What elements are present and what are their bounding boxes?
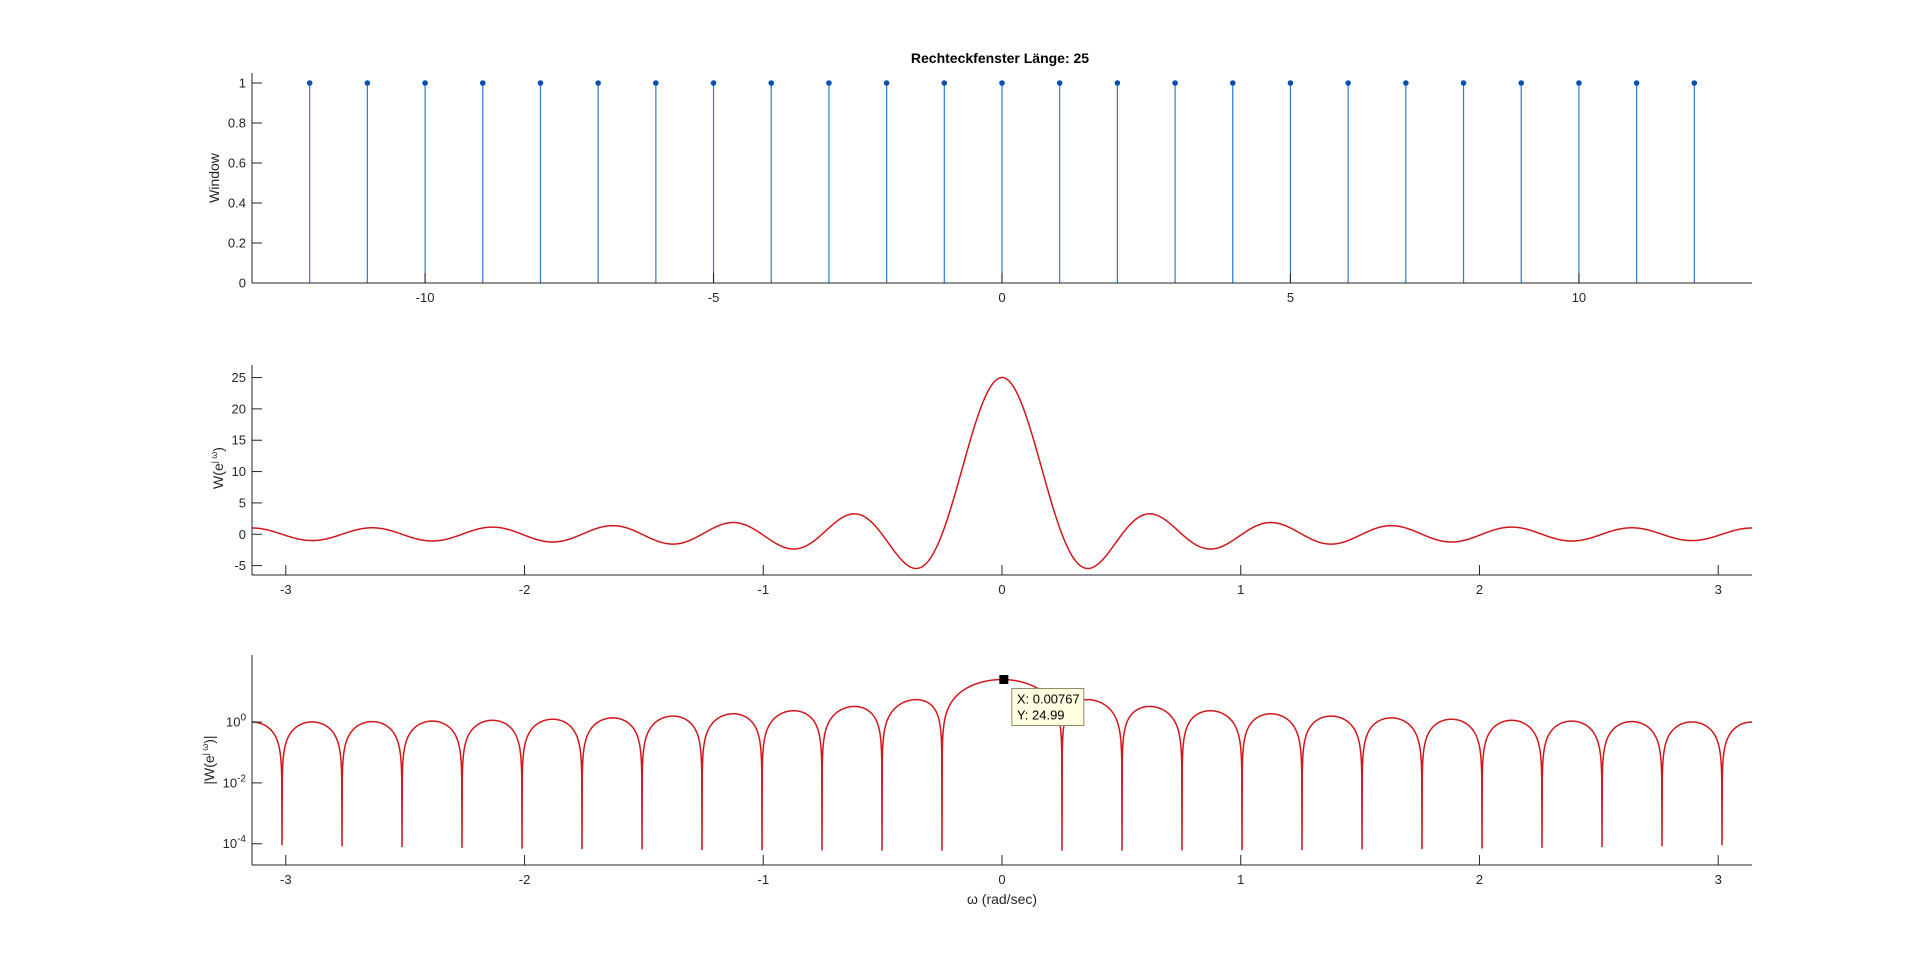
x-tick-label: -3 <box>280 872 292 887</box>
x-tick-label: 1 <box>1237 582 1244 597</box>
x-tick-label: 3 <box>1715 872 1722 887</box>
x-tick-label: -2 <box>519 872 531 887</box>
subplot-window: Rechteckfenster Länge: 25 Window 0 0.2 0.4… <box>206 50 1752 305</box>
stem-marker <box>1287 80 1294 86</box>
x-tick-label: -1 <box>757 582 769 597</box>
x-tick-label: 3 <box>1715 582 1722 597</box>
y-tick-label: 0.6 <box>228 156 246 171</box>
x-tick-label: 0 <box>998 290 1005 305</box>
y-tick-label: 0.8 <box>228 116 246 131</box>
stem-marker <box>479 80 486 86</box>
stem-marker <box>941 80 948 86</box>
stem-marker <box>1056 80 1063 86</box>
x-tick-label: 2 <box>1476 582 1483 597</box>
y-tick-label: 0.4 <box>228 196 246 211</box>
stem-marker <box>364 80 371 86</box>
x-tick-label: 1 <box>1237 872 1244 887</box>
stem-marker <box>1229 80 1236 86</box>
y-tick-label: -5 <box>234 558 246 573</box>
y-tick-label: 15 <box>232 433 246 448</box>
subplot-magnitude: |W(ej ω)| ω (rad/sec) 10-4 10-2 100 -3 -2 -1… <box>200 655 1752 907</box>
stem-marker <box>826 80 832 86</box>
y-axis-ticks: 0 0.2 0.4 0.6 0.8 1 <box>228 76 262 291</box>
stem-marker <box>1576 80 1582 86</box>
y-tick-label: 5 <box>239 495 246 510</box>
stem-marker <box>537 80 544 86</box>
y-axis-label-window: Window <box>206 152 222 203</box>
stem-marker <box>710 80 717 86</box>
y-axis-ticks: 10-4 10-2 100 <box>223 713 262 851</box>
y-axis-label-magnitude: |W(ej ω)| <box>200 735 217 784</box>
y-tick-label: 1 <box>239 76 246 91</box>
stem-marker <box>1518 80 1525 86</box>
data-tip-box <box>1011 688 1085 727</box>
stem-marker <box>306 80 313 86</box>
stem-marker <box>1633 80 1640 86</box>
stem-marker <box>999 80 1005 86</box>
y-tick-label: 100 <box>226 713 246 730</box>
stem-marker <box>768 80 775 86</box>
spectrum-curve <box>252 376 1752 570</box>
data-tip-x: X: 0.00767 <box>1017 692 1080 707</box>
magnitude-curve <box>252 678 1752 851</box>
x-axis-label-magnitude: ω (rad/sec) <box>967 891 1037 907</box>
stem-series <box>306 80 1698 283</box>
stem-marker <box>1345 80 1351 86</box>
x-tick-label: 5 <box>1287 290 1294 305</box>
x-tick-label: -2 <box>519 582 531 597</box>
x-tick-label: -3 <box>280 582 292 597</box>
subplot-spectrum: W(ej ω) -5 0 5 10 15 20 25 -3 -2 -1 0 1 2 3 <box>209 365 1752 597</box>
data-tip-marker[interactable] <box>999 675 1009 685</box>
x-axis-ticks: -10 -5 0 5 10 <box>416 273 1586 305</box>
x-tick-label: 0 <box>998 582 1005 597</box>
x-tick-label: 10 <box>1572 290 1586 305</box>
data-tip[interactable]: X: 0.00767 Y: 24.99 <box>999 675 1085 727</box>
plot-title: Rechteckfenster Länge: 25 <box>911 50 1089 66</box>
x-tick-label: -10 <box>416 290 435 305</box>
x-tick-label: 0 <box>998 872 1005 887</box>
y-axis-label-spectrum: W(ej ω) <box>209 447 226 489</box>
y-tick-label: 25 <box>232 370 246 385</box>
plot-area-spectrum: -5 0 5 10 15 20 25 -3 -2 -1 0 1 2 3 <box>232 365 1752 597</box>
stem-marker <box>1172 80 1178 86</box>
stem-marker <box>422 80 428 86</box>
x-axis-ticks: -3 -2 -1 0 1 2 3 <box>280 565 1722 597</box>
x-tick-label: 2 <box>1476 872 1483 887</box>
plot-area-window: 0 0.2 0.4 0.6 0.8 1 -10 -5 0 5 10 <box>228 73 1752 305</box>
stem-marker <box>595 80 601 86</box>
y-tick-label: 0 <box>239 276 246 291</box>
stem-marker <box>883 80 890 86</box>
y-tick-label: 10-4 <box>223 834 247 851</box>
stem-marker <box>1114 80 1121 86</box>
y-tick-label: 10-2 <box>223 773 247 790</box>
y-tick-label: 0.2 <box>228 236 246 251</box>
stem-marker <box>653 80 659 86</box>
y-axis-ticks: -5 0 5 10 15 20 25 <box>232 370 262 573</box>
stem-marker <box>1691 80 1698 86</box>
data-tip-y: Y: 24.99 <box>1017 708 1065 723</box>
y-tick-label: 0 <box>239 527 246 542</box>
x-axis-ticks: -3 -2 -1 0 1 2 3 <box>280 855 1722 887</box>
stem-marker <box>1460 80 1467 86</box>
y-tick-label: 10 <box>232 464 246 479</box>
plot-area-magnitude: 10-4 10-2 100 -3 -2 -1 0 1 2 3 <box>223 655 1752 887</box>
x-tick-label: -5 <box>708 290 720 305</box>
x-tick-label: -1 <box>757 872 769 887</box>
y-tick-label: 20 <box>232 401 246 416</box>
stem-marker <box>1403 80 1409 86</box>
